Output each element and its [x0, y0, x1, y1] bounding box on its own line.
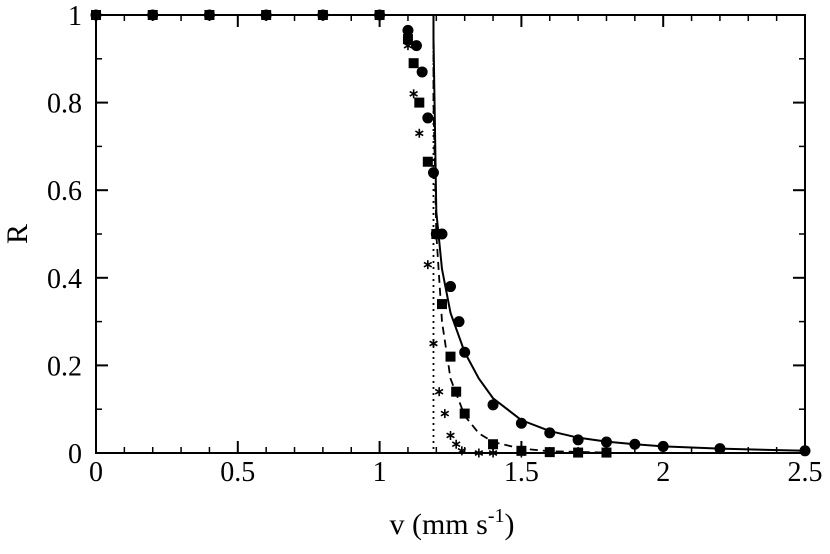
data-point-square: [445, 351, 456, 362]
data-point-square: [414, 97, 425, 108]
x-tick-label: 0.5: [220, 457, 255, 488]
x-axis-label-sup: -1: [488, 505, 505, 527]
plot-frame: [95, 14, 806, 454]
data-point-circle: [427, 167, 439, 179]
data-point-asterisk: [423, 260, 433, 270]
y-tick-label: 0.8: [47, 89, 82, 120]
data-point-circle: [572, 434, 584, 446]
data-point-square: [408, 58, 419, 69]
data-point-circle: [402, 24, 414, 36]
y-tick-label: 0.4: [47, 264, 82, 295]
x-tick-label: 1: [373, 457, 387, 488]
data-point-circle: [459, 346, 471, 358]
data-point-asterisk: [451, 439, 461, 449]
y-tick-label: 0.6: [47, 176, 82, 207]
x-tick-label: 2: [656, 457, 670, 488]
data-point-square: [422, 156, 433, 167]
data-point-circle: [487, 399, 499, 411]
x-axis-label: v (mm s-1): [389, 505, 514, 541]
plot-content: [90, 9, 811, 458]
data-point-circle: [445, 281, 456, 293]
data-point-asterisk: [403, 41, 413, 51]
data-point-circle: [544, 427, 556, 439]
data-point-asterisk: [415, 128, 424, 138]
y-axis-label: R: [1, 224, 34, 244]
y-tick-label: 0: [68, 439, 82, 470]
data-point-asterisk: [446, 430, 455, 440]
x-tick-label: 0: [89, 457, 103, 488]
data-point-circle: [422, 112, 434, 124]
data-point-asterisk: [409, 89, 418, 99]
data-point-square: [431, 229, 442, 239]
tick-marks: [95, 14, 806, 454]
data-point-circle: [629, 438, 641, 450]
data-point-square: [488, 439, 499, 450]
data-point-circle: [410, 40, 422, 52]
data-point-square: [451, 386, 462, 397]
data-point-square: [459, 408, 470, 419]
x-axis-label-close: ): [505, 508, 515, 541]
x-tick-label: 2.5: [788, 457, 823, 488]
x-tick-label: 1.5: [504, 457, 539, 488]
data-point-circle: [416, 66, 428, 78]
data-point-asterisk: [440, 409, 450, 419]
data-point-square: [436, 299, 447, 310]
y-tick-label: 0.2: [47, 351, 82, 382]
tick-labels: 0 0.5 1 1.5 2 2.5 0 0.2 0.4 0.6 0.8 1: [47, 1, 823, 488]
data-point-square: [402, 34, 413, 45]
y-tick-label: 1: [68, 1, 82, 32]
data-point-asterisk: [434, 387, 444, 397]
data-point-circle: [515, 417, 527, 429]
data-point-circle: [453, 316, 465, 328]
data-point-circle: [600, 436, 612, 448]
x-axis-label-main: v (mm s: [389, 508, 487, 541]
series-line-solid: [96, 14, 806, 452]
data-point-asterisk: [429, 339, 438, 348]
